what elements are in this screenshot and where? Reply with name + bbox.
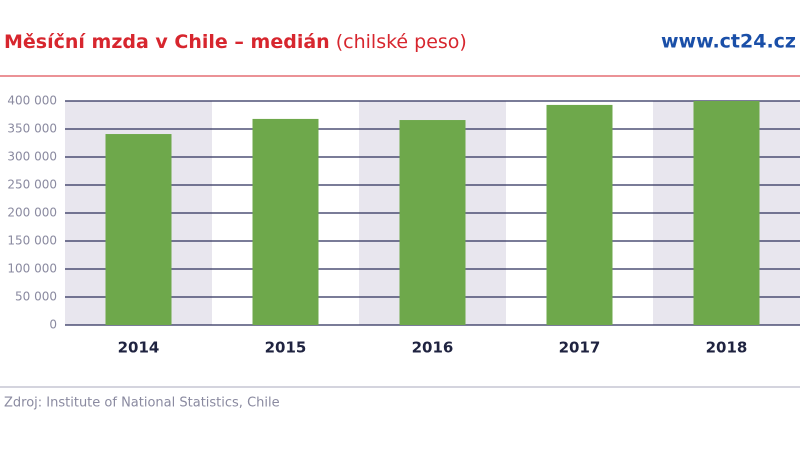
y-tick-label: 400 000 xyxy=(7,94,57,108)
x-tick-label: 2014 xyxy=(118,339,160,357)
x-tick-label: 2018 xyxy=(706,339,748,357)
y-tick-label: 250 000 xyxy=(7,178,57,192)
brand: www.ct24.cz xyxy=(661,31,796,53)
y-tick-label: 100 000 xyxy=(7,262,57,276)
chart-title-group: Měsíční mzda v Chile – medián (chilské p… xyxy=(4,31,467,53)
chart-title: Měsíční mzda v Chile – medián xyxy=(4,31,330,53)
chart-subtitle: (chilské peso) xyxy=(336,31,467,53)
x-tick-label: 2017 xyxy=(559,339,601,357)
bar xyxy=(693,101,760,325)
y-tick-label: 350 000 xyxy=(7,122,57,136)
source: Zdroj: Institute of National Statistics,… xyxy=(4,396,280,411)
y-tick-label: 300 000 xyxy=(7,150,57,164)
x-tick-label: 2015 xyxy=(265,339,307,357)
bar xyxy=(105,134,172,325)
x-tick-label: 2016 xyxy=(412,339,454,357)
bar xyxy=(399,120,466,325)
y-tick-label: 150 000 xyxy=(7,234,57,248)
y-tick-label: 200 000 xyxy=(7,206,57,220)
bar xyxy=(546,104,613,325)
bar xyxy=(252,118,319,325)
y-tick-label: 0 xyxy=(49,318,57,332)
y-tick-label: 50 000 xyxy=(15,290,57,304)
plot-area: 0 50 000 100 000 150 000 200 000 250 000 300 0… xyxy=(7,94,800,357)
